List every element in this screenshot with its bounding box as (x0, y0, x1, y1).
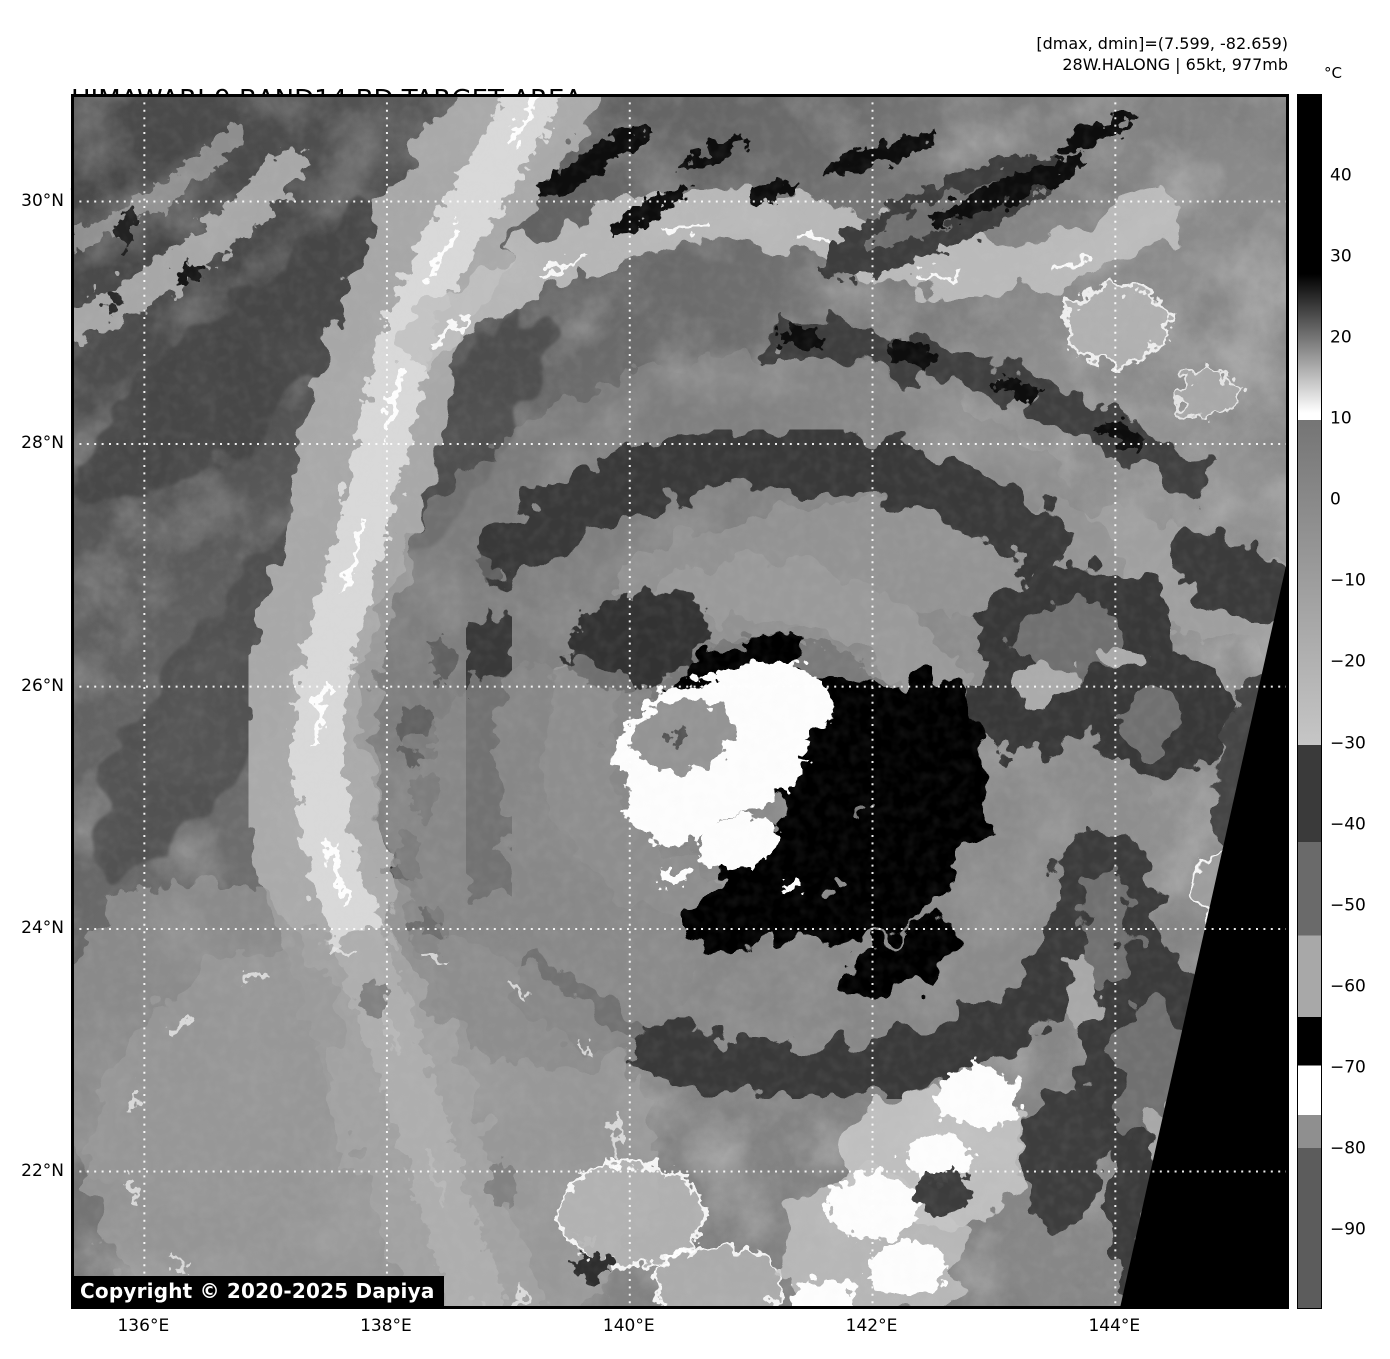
lon-tick-label: 138°E (360, 1316, 412, 1336)
colorbar (1297, 94, 1322, 1309)
header-right: [dmax, dmin]=(7.599, -82.659) 28W.HALONG… (1036, 33, 1288, 75)
satellite-scene (72, 95, 1288, 1308)
lon-tick-label: 140°E (602, 1316, 655, 1336)
lat-tick-label: 26°N (21, 675, 64, 696)
lat-tick-label: 28°N (21, 432, 64, 453)
colorbar-tick-label: −30 (1330, 733, 1366, 754)
colorbar-tick-label: −20 (1330, 652, 1366, 673)
colorbar-tick-label: −80 (1330, 1138, 1366, 1159)
lat-tick-label: 22°N (21, 1160, 64, 1181)
colorbar-tick-label: −60 (1330, 976, 1366, 997)
colorbar-tick-label: 20 (1330, 327, 1352, 348)
colorbar-tick-label: −50 (1330, 895, 1366, 916)
lon-tick-label: 144°E (1088, 1316, 1141, 1336)
dmax-dmin-readout: [dmax, dmin]=(7.599, -82.659) (1036, 34, 1288, 53)
colorbar-ticks: 40 30 20 10 0 −10 −20 −30 −40 −50 −60 −70 −80 −90 (1330, 94, 1386, 1307)
latitude-axis: 30°N 28°N 26°N 24°N 22°N (0, 94, 64, 1307)
colorbar-tick-label: 30 (1330, 246, 1352, 267)
colorbar-tick-label: −10 (1330, 570, 1366, 591)
scan-edge-wedge (1120, 557, 1288, 1308)
lat-tick-label: 24°N (21, 918, 64, 939)
copyright-badge: Copyright © 2020-2025 Dapiya (71, 1276, 444, 1307)
graticule-gridlines (72, 95, 1288, 1308)
lon-tick-label: 136°E (117, 1316, 170, 1336)
lon-tick-label: 142°E (845, 1316, 898, 1336)
satellite-map (71, 94, 1289, 1309)
colorbar-tick-label: 10 (1330, 408, 1352, 429)
colorbar-tick-label: 40 (1330, 165, 1352, 186)
colorbar-tick-label: 0 (1330, 489, 1341, 510)
colorbar-unit-label: °C (1324, 64, 1342, 82)
colorbar-tick-label: −70 (1330, 1057, 1366, 1078)
lat-tick-label: 30°N (21, 190, 64, 211)
colorbar-tick-label: −90 (1330, 1219, 1366, 1240)
map-border (72, 95, 1288, 1308)
storm-info: 28W.HALONG | 65kt, 977mb (1062, 55, 1288, 74)
longitude-axis: 136°E 138°E 140°E 142°E 144°E (71, 1316, 1287, 1346)
fine-grain-texture (72, 95, 1288, 1308)
colorbar-tick-label: −40 (1330, 814, 1366, 835)
